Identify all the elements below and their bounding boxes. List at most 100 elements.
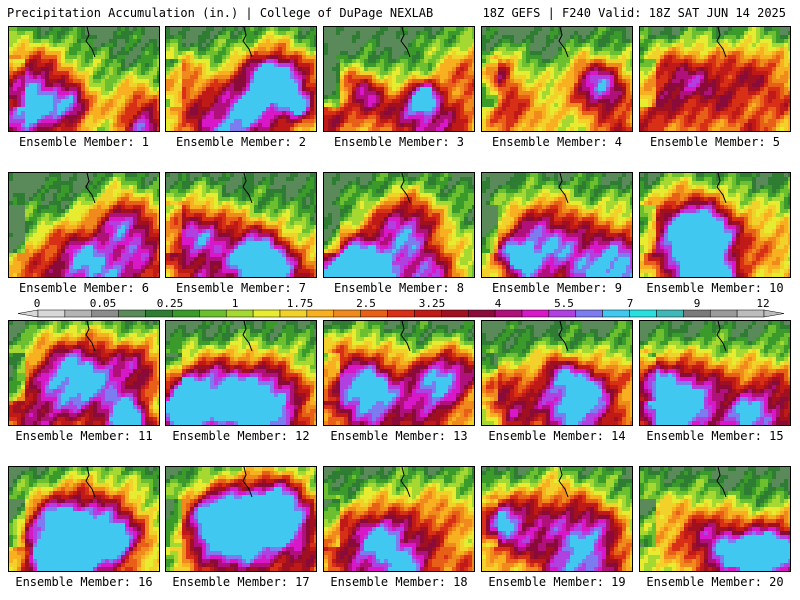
ensemble-member-map (481, 172, 633, 278)
coastline-outline (400, 27, 411, 58)
ensemble-member-label: Ensemble Member: 10 (636, 281, 794, 295)
colorbar-bin (145, 309, 173, 318)
colorbar-tick-label: 0.25 (157, 297, 184, 310)
colorbar-tick-label: 9 (694, 297, 701, 310)
colorbar-bin (414, 309, 442, 318)
coastline-outline (716, 27, 727, 58)
colorbar-bin (602, 309, 630, 318)
precipitation-field (166, 321, 316, 425)
coastline-outline (716, 173, 727, 204)
coastline-outline (558, 27, 569, 58)
ensemble-member-map (165, 172, 317, 278)
colorbar-bin (64, 309, 93, 318)
precipitation-field (324, 467, 474, 571)
colorbar-bin (387, 309, 415, 318)
ensemble-member-map (639, 320, 791, 426)
coastline-outline (242, 321, 253, 352)
colorbar-bin (548, 309, 577, 318)
colorbar-bin (521, 309, 550, 318)
coastline-outline (85, 27, 96, 58)
colorbar-bin (360, 309, 388, 318)
coastline-outline (242, 27, 253, 58)
precipitation-field (324, 173, 474, 277)
colorbar-bin (683, 309, 711, 318)
colorbar-tick-label: 5.5 (554, 297, 574, 310)
coastline-outline (400, 321, 411, 352)
ensemble-member-map (639, 26, 791, 132)
precipitation-field (640, 27, 790, 131)
coastline-outline (242, 467, 253, 498)
ensemble-member-map (323, 26, 475, 132)
precipitation-field (9, 173, 159, 277)
colorbar-tick-label: 2.5 (356, 297, 376, 310)
colorbar-bin (736, 309, 765, 318)
ensemble-member-label: Ensemble Member: 12 (162, 429, 320, 443)
precipitation-field (324, 321, 474, 425)
colorbar-tick-label: 1.75 (287, 297, 314, 310)
ensemble-member-label: Ensemble Member: 13 (320, 429, 478, 443)
map-title: Precipitation Accumulation (in.) | Colle… (7, 6, 433, 20)
coastline-outline (85, 321, 96, 352)
coastline-outline (558, 467, 569, 498)
ensemble-member-map (323, 320, 475, 426)
ensemble-member-label: Ensemble Member: 9 (478, 281, 636, 295)
ensemble-member-map (165, 26, 317, 132)
ensemble-member-label: Ensemble Member: 1 (5, 135, 163, 149)
ensemble-member-map (8, 320, 160, 426)
coastline-outline (400, 173, 411, 204)
precipitation-field (640, 173, 790, 277)
ensemble-member-label: Ensemble Member: 19 (478, 575, 636, 589)
colorbar-bin (279, 309, 308, 318)
colorbar-bin (118, 309, 146, 318)
ensemble-member-map (8, 466, 160, 572)
ensemble-member-label: Ensemble Member: 5 (636, 135, 794, 149)
ensemble-member-label: Ensemble Member: 15 (636, 429, 794, 443)
colorbar-max-arrow (763, 309, 785, 318)
precipitation-field (9, 321, 159, 425)
precipitation-field (482, 467, 632, 571)
ensemble-member-label: Ensemble Member: 7 (162, 281, 320, 295)
colorbar-bin (709, 309, 738, 318)
colorbar-tick-label: 1 (232, 297, 239, 310)
ensemble-member-label: Ensemble Member: 4 (478, 135, 636, 149)
precipitation-field (166, 27, 316, 131)
precipitation-field (166, 467, 316, 571)
ensemble-member-label: Ensemble Member: 8 (320, 281, 478, 295)
ensemble-member-label: Ensemble Member: 2 (162, 135, 320, 149)
colorbar-bin (629, 309, 657, 318)
colorbar-tick-label: 7 (627, 297, 634, 310)
colorbar-bin (333, 309, 361, 318)
coastline-outline (558, 321, 569, 352)
colorbar-min-arrow (17, 309, 39, 318)
precipitation-colorbar (17, 309, 785, 318)
ensemble-member-label: Ensemble Member: 18 (320, 575, 478, 589)
coastline-outline (85, 467, 96, 498)
ensemble-member-label: Ensemble Member: 14 (478, 429, 636, 443)
colorbar-bin (575, 309, 603, 318)
coastline-outline (716, 321, 727, 352)
ensemble-member-map (8, 172, 160, 278)
coastline-outline (716, 467, 727, 498)
precipitation-field (482, 27, 632, 131)
colorbar-tick-label: 12 (756, 297, 769, 310)
ensemble-member-map (323, 466, 475, 572)
ensemble-member-map (165, 320, 317, 426)
colorbar-bin (494, 309, 523, 318)
ensemble-member-label: Ensemble Member: 3 (320, 135, 478, 149)
precipitation-field (324, 27, 474, 131)
precipitation-field (9, 27, 159, 131)
ensemble-member-label: Ensemble Member: 16 (5, 575, 163, 589)
ensemble-member-map (323, 172, 475, 278)
ensemble-member-map (481, 466, 633, 572)
coastline-outline (558, 173, 569, 204)
colorbar-tick-label: 0.05 (90, 297, 117, 310)
colorbar-bin (467, 309, 496, 318)
colorbar-bin (441, 309, 469, 318)
colorbar-bin (225, 309, 254, 318)
colorbar-tick-label: 0 (34, 297, 41, 310)
ensemble-member-map (8, 26, 160, 132)
ensemble-member-map (481, 26, 633, 132)
ensemble-member-label: Ensemble Member: 17 (162, 575, 320, 589)
coastline-outline (85, 173, 96, 204)
precipitation-field (9, 467, 159, 571)
